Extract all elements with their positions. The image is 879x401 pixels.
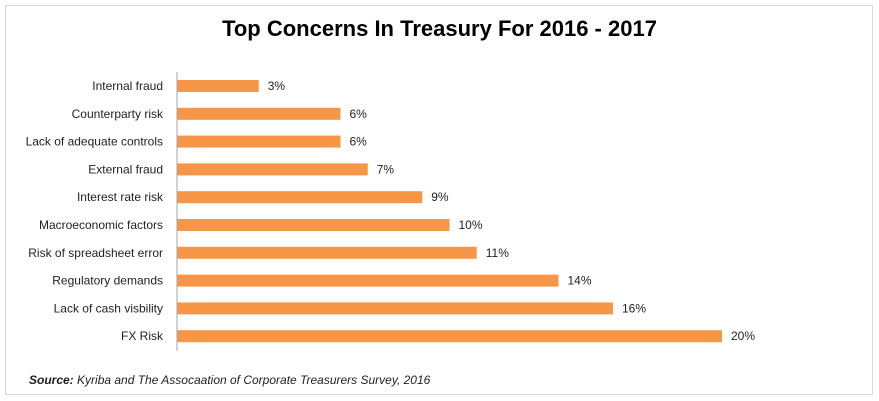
y-tick-label: Macroeconomic factors [39,218,163,232]
source-text: Kyriba and The Assocaation of Corporate … [73,373,431,387]
bar [177,219,450,231]
data-label: 7% [377,162,395,176]
data-label: 20% [731,329,755,343]
chart-frame [5,5,873,395]
source-label: Source: [29,373,74,387]
bar [177,274,559,287]
bar [177,135,341,148]
data-labels: 3% 6% 6% 7% 9% 10%11% 14% 16% 20% [268,79,756,343]
y-axis-labels: Internal fraud Counterparty risk Lack of a… [26,79,164,343]
bar [177,330,722,343]
bar [177,191,423,204]
chart-title: Top Concerns In Treasury For 2016 - 2017 [222,16,657,41]
source-note: Source: Kyriba and The Assocaation of Co… [29,373,430,387]
y-tick-label: FX Risk [121,329,164,343]
bar [177,302,613,315]
y-tick-label: Interest rate risk [77,190,164,204]
data-label: 10% [459,218,483,232]
data-label: 6% [350,135,368,149]
bar [177,80,259,92]
data-label: 3% [268,79,286,93]
y-tick-label: Internal fraud [92,79,163,93]
y-tick-label: Lack of adequate controls [26,135,163,149]
y-tick-label: Counterparty risk [72,107,164,121]
bar [177,163,368,176]
bar [177,246,477,259]
y-tick-label: External fraud [88,162,163,176]
y-tick-label: Lack of cash visbility [54,301,163,315]
data-label: 16% [622,301,646,315]
y-tick-label: Risk of spreadsheet error [28,246,163,260]
data-label: 11% [486,246,509,260]
data-label: 14% [568,274,592,288]
y-tick-label: Regulatory demands [52,274,163,288]
bar [177,107,341,120]
bars [177,80,722,343]
data-label: 6% [350,107,368,121]
data-label: 9% [431,190,449,204]
